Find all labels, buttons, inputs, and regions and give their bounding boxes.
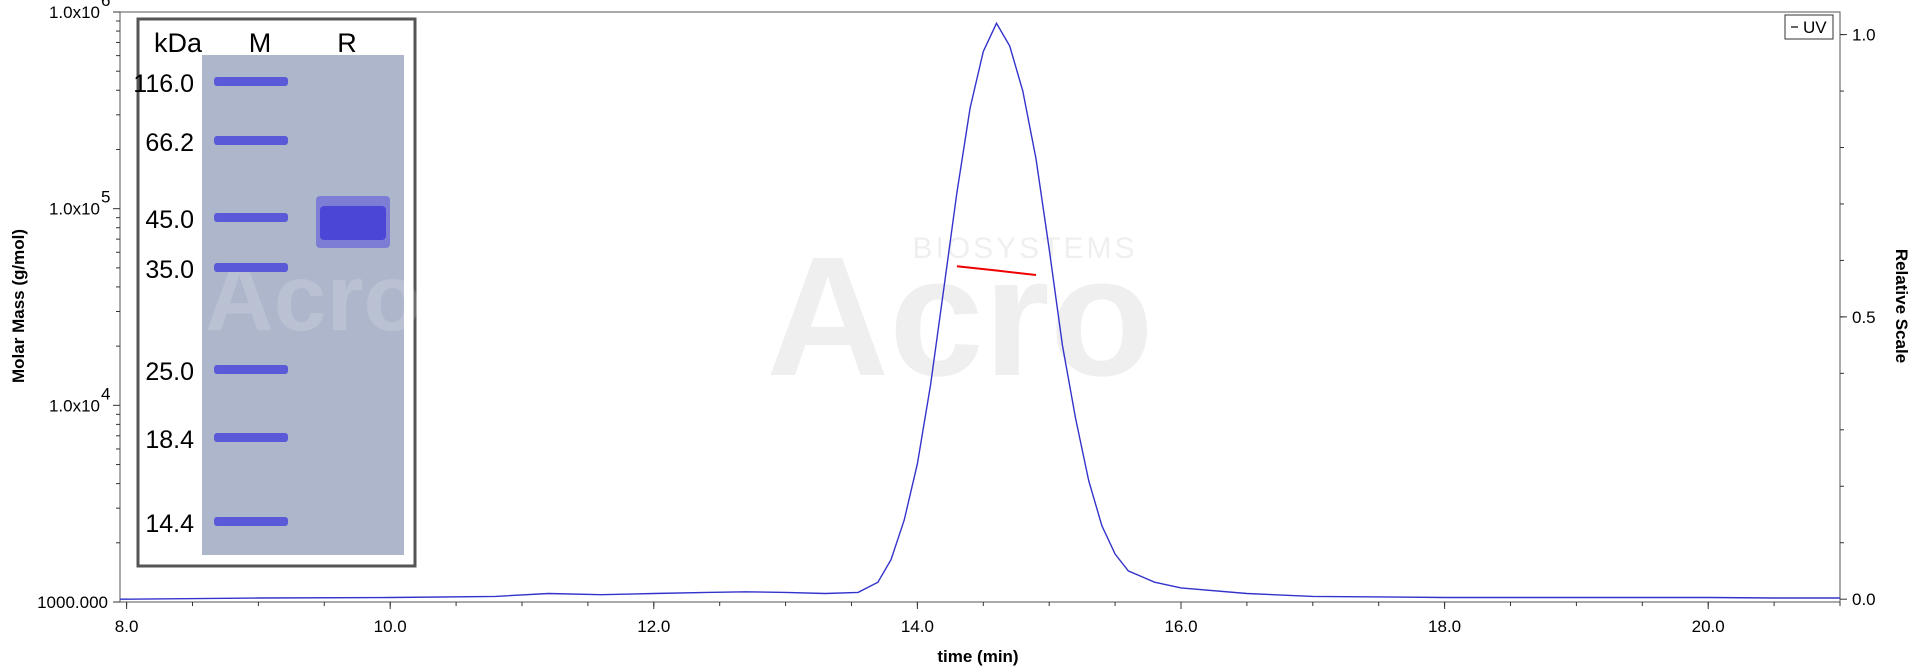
y-left-tick-label: 1.0x10 (49, 396, 100, 415)
gel-marker-label: 116.0 (133, 70, 194, 98)
plot-area (119, 11, 1841, 603)
gel-marker-band (214, 77, 288, 86)
gel-marker-band (214, 213, 288, 222)
gel-header-r: R (337, 28, 357, 58)
gel-marker-label: 14.4 (145, 510, 194, 538)
gel-header-m: M (249, 28, 272, 58)
y-right-tick-label: 0.0 (1852, 590, 1876, 609)
y-left-tick-exponent: 6 (101, 0, 110, 10)
x-tick-label: 16.0 (1164, 617, 1197, 636)
gel-watermark-logo: Acro (205, 245, 421, 351)
x-tick-label: 8.0 (115, 617, 139, 636)
x-axis-title: time (min) (937, 647, 1018, 666)
series-molar-mass-line (956, 265, 1037, 276)
y-left-axis-title: Molar Mass (g/mol) (9, 229, 28, 383)
gel-marker-label: 25.0 (145, 358, 194, 386)
gel-marker-label: 45.0 (145, 206, 194, 234)
gel-marker-label: 35.0 (145, 256, 194, 284)
y-right-tick-label: 0.5 (1852, 308, 1876, 327)
gel-header-kda: kDa (154, 28, 203, 58)
gel-marker-label: 18.4 (145, 426, 194, 454)
watermark: BIOSYSTEMS Acro (766, 222, 1153, 412)
watermark-logo: Acro (766, 222, 1153, 412)
y-right-axis-title: Relative Scale (1892, 249, 1911, 363)
x-tick-label: 10.0 (374, 617, 407, 636)
gel-marker-band (214, 433, 288, 442)
gel-marker-label: 66.2 (145, 129, 194, 157)
gel-markers: 116.0 66.2 45.0 35.0 25.0 18.4 14.4 (133, 70, 288, 538)
gel-marker-band (214, 263, 288, 272)
x-axis: 8.0 10.0 12.0 14.0 16.0 18.0 20.0 (115, 602, 1841, 636)
x-tick-label: 18.0 (1428, 617, 1461, 636)
y-left-tick-label: 1.0x10 (49, 3, 100, 22)
x-tick-label: 14.0 (901, 617, 934, 636)
gel-inset: Acro kDa M R 116.0 66.2 45.0 35.0 25.0 18.4 14… (133, 17, 421, 568)
y-left-tick-exponent: 5 (101, 188, 110, 207)
gel-marker-band (214, 517, 288, 526)
x-tick-label: 12.0 (637, 617, 670, 636)
legend: UV (1784, 14, 1834, 40)
gel-sample-band (316, 196, 390, 248)
legend-uv-label: UV (1803, 18, 1827, 37)
y-left-tick-label: 1000.000 (37, 593, 108, 612)
gel-marker-band (214, 136, 288, 145)
y-right-axis: 0.0 0.5 1.0 (1840, 26, 1876, 609)
x-tick-label: 20.0 (1692, 617, 1725, 636)
gel-lane-watermark: Acro (205, 245, 421, 351)
gel-marker-band (214, 365, 288, 374)
y-left-tick-exponent: 4 (101, 384, 110, 403)
sample-band-core (320, 206, 386, 240)
y-right-tick-label: 1.0 (1852, 26, 1876, 45)
series-uv-line (119, 21, 1840, 600)
y-left-tick-label: 1.0x10 (49, 200, 100, 219)
